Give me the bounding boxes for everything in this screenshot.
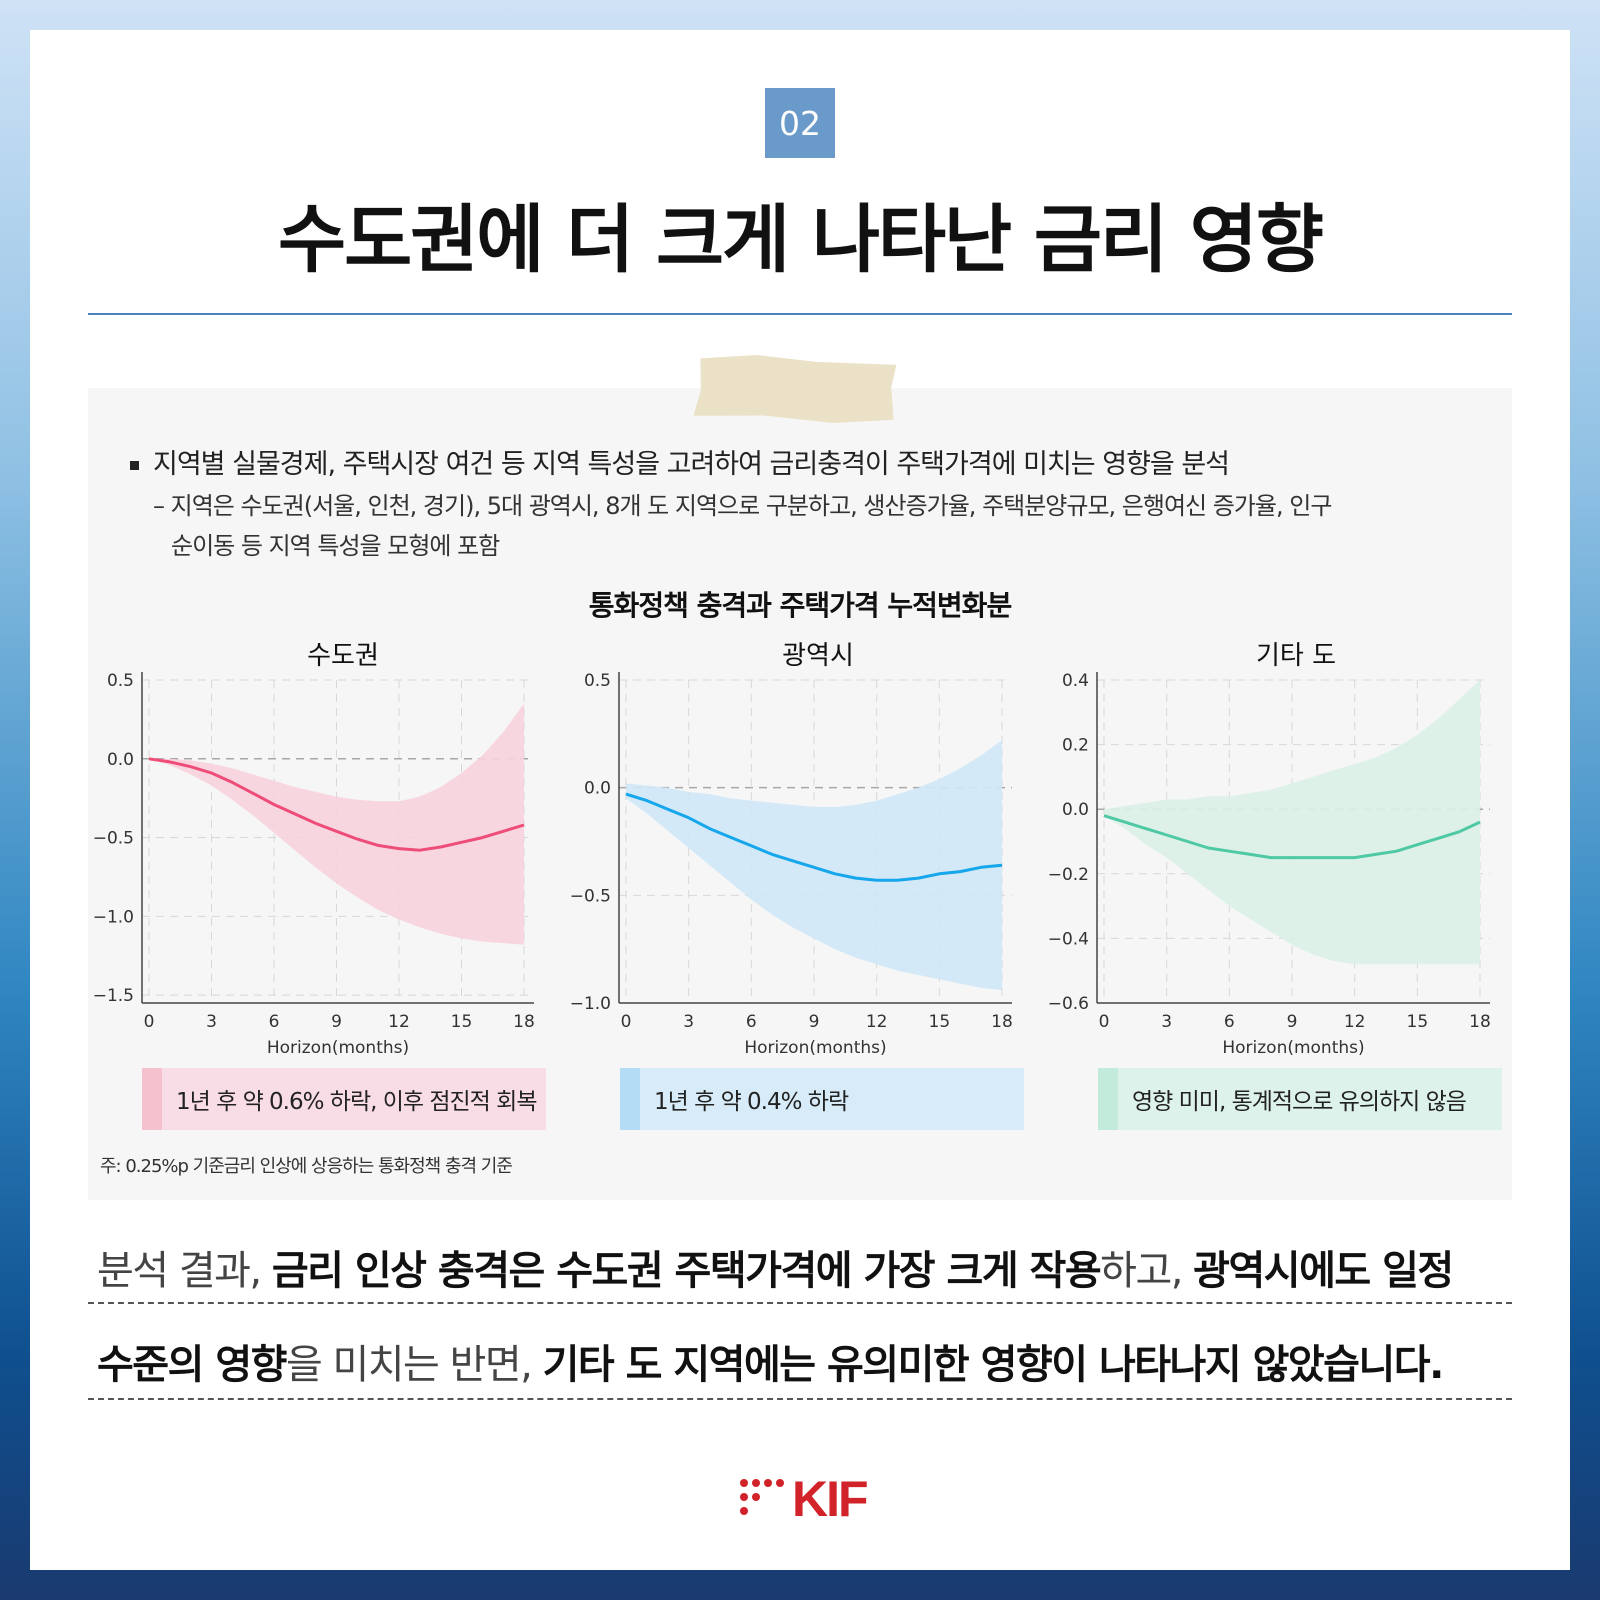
chart1-ytick-2: −0.5 xyxy=(570,886,611,906)
chart2-ytick-5: −0.6 xyxy=(1048,994,1089,1014)
note-text-capital: 1년 후 약 0.6% 하락, 이후 점진적 회복 xyxy=(176,1089,537,1115)
kif-logo-text: KIF xyxy=(792,1471,869,1527)
summary-line1: 분석 결과, 금리 인상 충격은 수도권 주택가격에 가장 크게 작용하고, 광… xyxy=(97,1238,1517,1296)
bullet-sub-line1: – 지역은 수도권(서울, 인천, 경기), 5대 광역시, 8개 도 지역으로… xyxy=(153,492,1332,520)
chart0-xtick-1: 3 xyxy=(206,1012,217,1032)
chart0-mean-line xyxy=(148,757,525,852)
chart2-ytick-3: −0.2 xyxy=(1048,865,1089,885)
chart1-title: 광역시 xyxy=(782,641,854,671)
chart1-xtick-6: 18 xyxy=(991,1012,1013,1032)
kif-dots-icon xyxy=(740,1477,784,1521)
chart-title: 통화정책 충격과 주택가격 누적변화분 xyxy=(588,589,1012,622)
chart2-ytick-0: 0.4 xyxy=(1062,671,1089,691)
chart2-ytick-4: −0.4 xyxy=(1048,929,1089,949)
footnote: 주: 0.25%p 기준금리 인상에 상응하는 통화정책 충격 기준 xyxy=(100,1156,513,1177)
note-bar-provinces xyxy=(1098,1068,1118,1130)
chart0-xtick-5: 15 xyxy=(451,1012,473,1032)
chart2-confidence-band xyxy=(1104,680,1480,965)
chart2-xtick-3: 9 xyxy=(1287,1012,1298,1032)
chart0-xtick-2: 6 xyxy=(269,1012,280,1032)
note-box-capital: 1년 후 약 0.6% 하락, 이후 점진적 회복 xyxy=(142,1068,546,1130)
dashed-divider-2 xyxy=(88,1398,1512,1400)
chart2-xtick-6: 18 xyxy=(1469,1012,1491,1032)
chart2-title: 기타 도 xyxy=(1256,641,1336,671)
chart1-xtick-1: 3 xyxy=(683,1012,694,1032)
chart2-xtick-0: 0 xyxy=(1099,1012,1110,1032)
note-bar-metro xyxy=(620,1068,640,1130)
chart1-xlabel: Horizon(months) xyxy=(744,1038,886,1058)
chart1-xtick-4: 12 xyxy=(866,1012,888,1032)
chart0-xlabel: Horizon(months) xyxy=(267,1038,409,1058)
chart1-ytick-0: 0.5 xyxy=(584,671,611,691)
summary-l2-a: 수준의 영향 xyxy=(97,1342,287,1388)
chart2-ytick-2: 0.0 xyxy=(1062,800,1089,820)
note-bar-capital xyxy=(142,1068,162,1130)
summary-line2: 수준의 영향을 미치는 반면, 기타 도 지역에는 유의미한 영향이 나타나지 … xyxy=(97,1332,1517,1390)
chart0-confidence-band xyxy=(149,703,524,945)
summary-l1-b: 금리 인상 충격은 수도권 주택가격에 가장 크게 작용 xyxy=(271,1248,1102,1294)
kif-logo: KIF xyxy=(740,1470,869,1528)
chart0-ytick-2: −0.5 xyxy=(93,829,134,849)
bullet-square-icon xyxy=(130,461,139,470)
title-divider xyxy=(88,313,1512,315)
chart0-ytick-4: −1.5 xyxy=(93,986,134,1006)
summary-l2-b: 을 미치는 반면, xyxy=(285,1342,543,1388)
note-text-metro: 1년 후 약 0.4% 하락 xyxy=(654,1089,849,1115)
chart0-xtick-0: 0 xyxy=(144,1012,155,1032)
chart2-xlabel: Horizon(months) xyxy=(1222,1038,1364,1058)
chart1-ytick-3: −1.0 xyxy=(570,994,611,1014)
chart0-ytick-1: 0.0 xyxy=(107,750,134,770)
summary-l1-a: 분석 결과, xyxy=(97,1248,272,1294)
chart0-xtick-4: 12 xyxy=(388,1012,410,1032)
chart2-xtick-4: 12 xyxy=(1344,1012,1366,1032)
chart0-ytick-0: 0.5 xyxy=(107,671,134,691)
chart1-xtick-2: 6 xyxy=(746,1012,757,1032)
summary-l1-d: 광역시에도 일정 xyxy=(1193,1248,1454,1294)
chart0-xtick-3: 9 xyxy=(331,1012,342,1032)
note-box-metro: 1년 후 약 0.4% 하락 xyxy=(620,1068,1024,1130)
chart1-confidence-band xyxy=(626,740,1002,991)
bullet-main: 지역별 실물경제, 주택시장 여건 등 지역 특성을 고려하여 금리충격이 주택… xyxy=(130,442,1230,481)
chart1-xtick-5: 15 xyxy=(929,1012,951,1032)
dashed-divider-1 xyxy=(88,1302,1512,1304)
chart2-xtick-1: 3 xyxy=(1161,1012,1172,1032)
summary-l2-c: 기타 도 지역에는 유의미한 영향이 나타나지 않았습니다. xyxy=(542,1342,1445,1388)
summary-l1-c: 하고, xyxy=(1100,1248,1194,1294)
bullet-main-text: 지역별 실물경제, 주택시장 여건 등 지역 특성을 고려하여 금리충격이 주택… xyxy=(153,449,1230,480)
note-text-provinces: 영향 미미, 통계적으로 유의하지 않음 xyxy=(1132,1089,1467,1115)
page-title: 수도권에 더 크게 나타난 금리 영향 xyxy=(278,197,1324,283)
chart0-ytick-3: −1.0 xyxy=(93,907,134,927)
chart0-xtick-6: 18 xyxy=(513,1012,535,1032)
bullet-sub-line2: 순이동 등 지역 특성을 모형에 포함 xyxy=(171,532,500,560)
chart0-title: 수도권 xyxy=(307,641,379,671)
chart2-ytick-1: 0.2 xyxy=(1062,736,1089,756)
chart1-mean-line xyxy=(625,792,1003,882)
chart1-ytick-1: 0.0 xyxy=(584,779,611,799)
chart2-xtick-5: 15 xyxy=(1407,1012,1429,1032)
section-number-badge: 02 xyxy=(765,88,835,158)
chart1-xtick-3: 9 xyxy=(809,1012,820,1032)
chart1-xtick-0: 0 xyxy=(621,1012,632,1032)
note-box-provinces: 영향 미미, 통계적으로 유의하지 않음 xyxy=(1098,1068,1502,1130)
chart2-xtick-2: 6 xyxy=(1224,1012,1235,1032)
chart2-mean-line xyxy=(1103,814,1481,860)
bullet-sub: – 지역은 수도권(서울, 인천, 경기), 5대 광역시, 8개 도 지역으로… xyxy=(153,486,1463,566)
